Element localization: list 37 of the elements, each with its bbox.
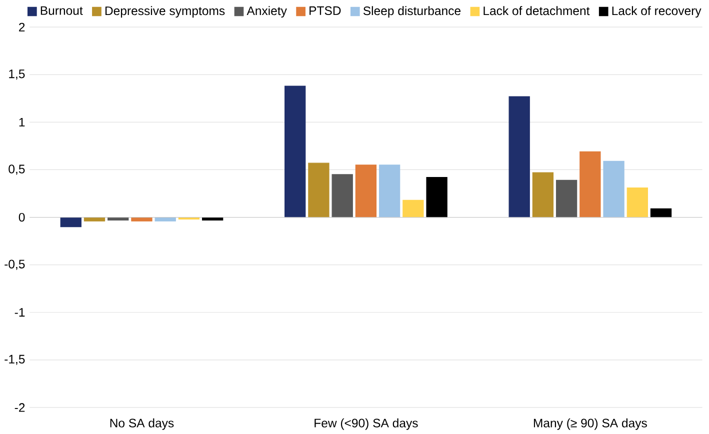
legend-label: Anxiety bbox=[246, 6, 287, 18]
y-tick-label: -0,5 bbox=[4, 260, 25, 270]
legend-label: Sleep disturbance bbox=[363, 6, 460, 18]
y-tick-label: 0 bbox=[18, 212, 25, 222]
bar bbox=[603, 160, 624, 218]
bar bbox=[60, 217, 82, 228]
y-tick-label: 0,5 bbox=[8, 164, 25, 175]
bar bbox=[556, 180, 578, 218]
y-tick-label: -1 bbox=[14, 308, 25, 317]
bar bbox=[131, 217, 152, 222]
bar bbox=[84, 217, 106, 222]
legend-label: Depressive symptoms bbox=[105, 6, 225, 18]
bar bbox=[508, 96, 530, 218]
bar bbox=[580, 151, 601, 218]
bar bbox=[332, 174, 353, 218]
bar bbox=[308, 162, 330, 218]
legend-label: PTSD bbox=[310, 6, 341, 16]
x-tick-label: No SA days bbox=[110, 418, 174, 430]
bar bbox=[402, 200, 424, 218]
bar bbox=[626, 188, 648, 218]
bar bbox=[378, 164, 400, 218]
x-tick-label: Many (≥ 90) SA days bbox=[534, 418, 647, 430]
y-tick-label: -1,5 bbox=[4, 354, 25, 365]
bar bbox=[284, 86, 306, 218]
bar bbox=[650, 208, 672, 218]
bar bbox=[426, 177, 448, 218]
y-tick-label: 1,5 bbox=[9, 70, 25, 80]
y-tick-label: -2 bbox=[14, 403, 25, 412]
legend-label: Lack of recovery bbox=[612, 6, 702, 18]
legend-label: Lack of detachment bbox=[484, 6, 590, 16]
y-tick-label: 1 bbox=[19, 118, 25, 126]
y-tick-label: 2 bbox=[19, 22, 25, 32]
bar bbox=[532, 172, 554, 218]
x-tick-label: Few (<90) SA days bbox=[314, 418, 418, 430]
bar bbox=[355, 164, 377, 218]
bar bbox=[154, 217, 176, 222]
legend-label: Burnout bbox=[40, 6, 83, 15]
